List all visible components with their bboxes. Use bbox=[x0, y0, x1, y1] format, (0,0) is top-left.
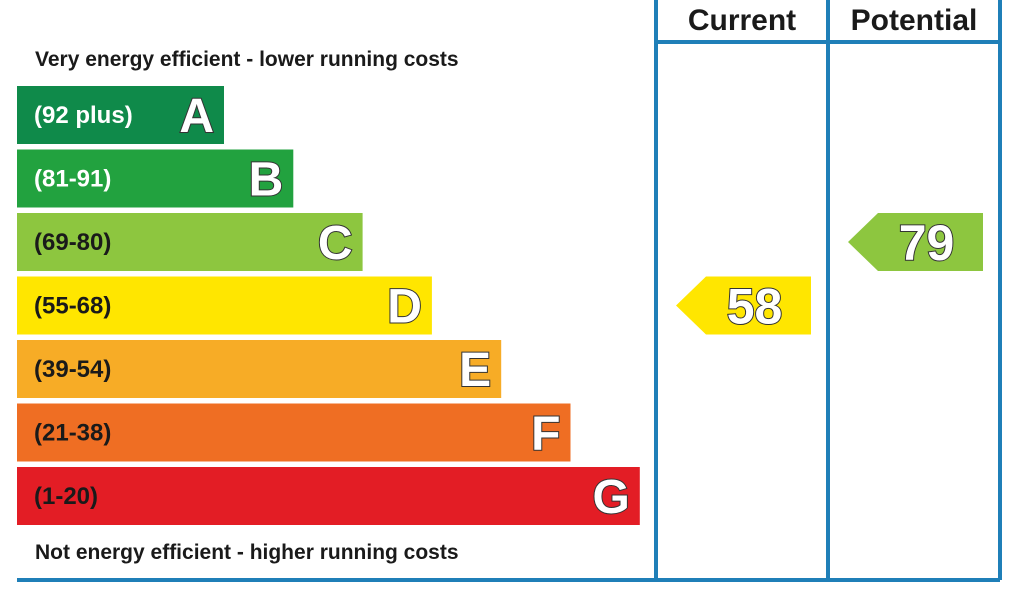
band-range-b: (81-91) bbox=[34, 166, 111, 193]
band-b: (81-91) B bbox=[17, 149, 294, 208]
band-bar-a bbox=[17, 86, 224, 144]
band-d: (55-68) D bbox=[17, 276, 432, 335]
chart-frame bbox=[17, 0, 1002, 582]
band-bar-d bbox=[17, 276, 432, 335]
band-range-d: (55-68) bbox=[34, 293, 111, 320]
current-arrow-shape bbox=[676, 276, 811, 335]
band-letter-a: A bbox=[179, 90, 214, 143]
top-caption: Very energy efficient - lower running co… bbox=[35, 48, 459, 71]
header-current: Current bbox=[688, 4, 796, 37]
band-range-f: (21-38) bbox=[34, 420, 111, 447]
band-letter-b: B bbox=[249, 154, 284, 207]
band-bar-b bbox=[17, 149, 294, 208]
bottom-caption: Not energy efficient - higher running co… bbox=[35, 541, 459, 564]
band-c: (69-80) C bbox=[17, 213, 363, 271]
band-bar-f bbox=[17, 403, 571, 462]
band-e: (39-54) E bbox=[17, 340, 502, 398]
band-bar-g bbox=[17, 467, 640, 525]
band-range-g: (1-20) bbox=[34, 483, 98, 510]
current-rating-arrow: 58 bbox=[676, 276, 811, 336]
band-letter-d: D bbox=[387, 281, 422, 334]
rating-arrows: 58 79 bbox=[676, 213, 983, 336]
band-range-c: (69-80) bbox=[34, 229, 111, 256]
potential-rating-value: 79 bbox=[899, 215, 955, 271]
band-a: (92 plus) A bbox=[17, 86, 224, 144]
band-letter-c: C bbox=[318, 217, 353, 270]
potential-rating-arrow: 79 bbox=[848, 213, 983, 272]
band-letter-g: G bbox=[592, 471, 629, 524]
band-g: (1-20) G bbox=[17, 467, 640, 525]
rating-bands: (92 plus) A (81-91) B (69-80) C (55-68) D (39-54… bbox=[17, 86, 640, 525]
band-f: (21-38) F bbox=[17, 403, 571, 462]
band-range-a: (92 plus) bbox=[34, 102, 133, 129]
potential-arrow-shape bbox=[848, 213, 983, 271]
band-letter-f: F bbox=[531, 408, 560, 461]
band-letter-e: E bbox=[459, 344, 491, 397]
band-bar-c bbox=[17, 213, 363, 271]
band-range-e: (39-54) bbox=[34, 356, 111, 383]
current-rating-value: 58 bbox=[727, 279, 783, 335]
header-potential: Potential bbox=[851, 4, 978, 37]
band-bar-e bbox=[17, 340, 502, 398]
